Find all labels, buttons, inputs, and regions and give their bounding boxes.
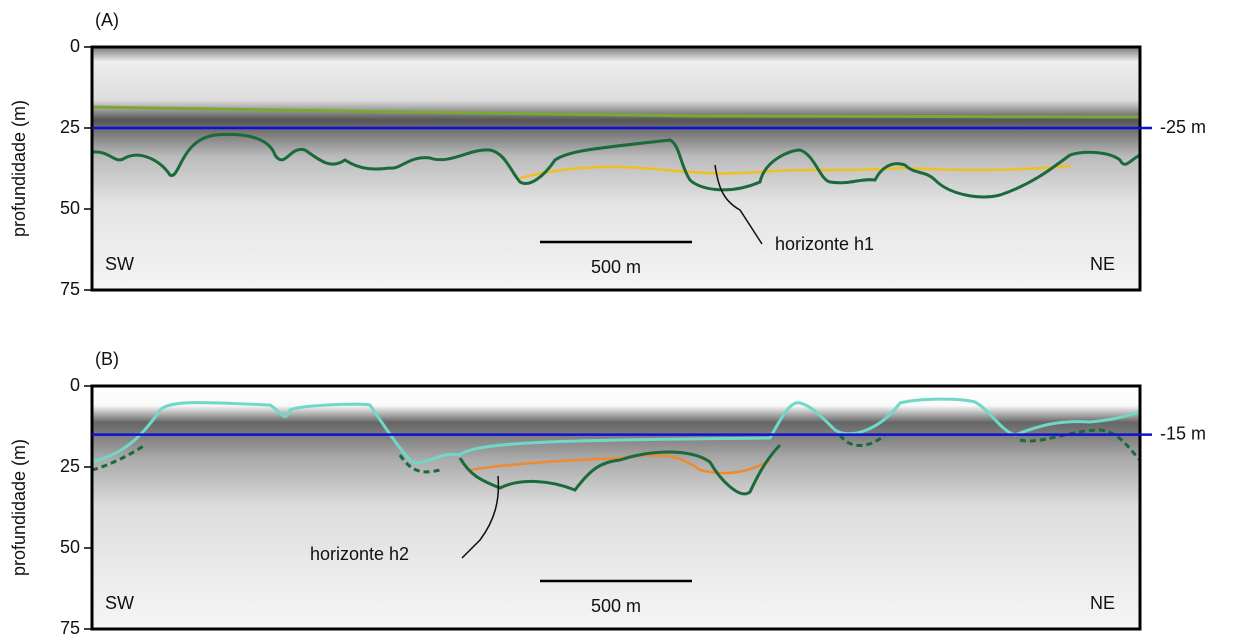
y-tick-label: 0 <box>70 375 80 395</box>
y-axis-label: profundidade (m) <box>9 439 29 576</box>
reference-label: -15 m <box>1160 423 1206 443</box>
side-label: SW <box>105 254 134 274</box>
annotation: horizonte h2 <box>310 544 409 564</box>
annotation: horizonte h1 <box>775 234 874 254</box>
figure: (A) profundidade (m) 0 25 50 75 -25 m SW NE 500 m… <box>0 0 1235 635</box>
y-tick-label: 50 <box>60 537 80 557</box>
y-tick-label: 50 <box>60 198 80 218</box>
panel-label: (A) <box>95 10 119 30</box>
y-tick-label: 75 <box>60 279 80 299</box>
scale-label: 500 m <box>591 257 641 277</box>
scale-label: 500 m <box>591 596 641 616</box>
side-label: NE <box>1090 593 1115 613</box>
side-label: NE <box>1090 254 1115 274</box>
y-tick-label: 75 <box>60 618 80 635</box>
y-axis-label: profundidade (m) <box>9 100 29 237</box>
side-label: SW <box>105 593 134 613</box>
y-tick-label: 25 <box>60 117 80 137</box>
profile-image <box>92 386 1140 629</box>
panel-label: (B) <box>95 349 119 369</box>
reference-label: -25 m <box>1160 117 1206 137</box>
profile-image <box>92 47 1140 290</box>
y-tick-label: 0 <box>70 36 80 56</box>
y-tick-label: 25 <box>60 456 80 476</box>
